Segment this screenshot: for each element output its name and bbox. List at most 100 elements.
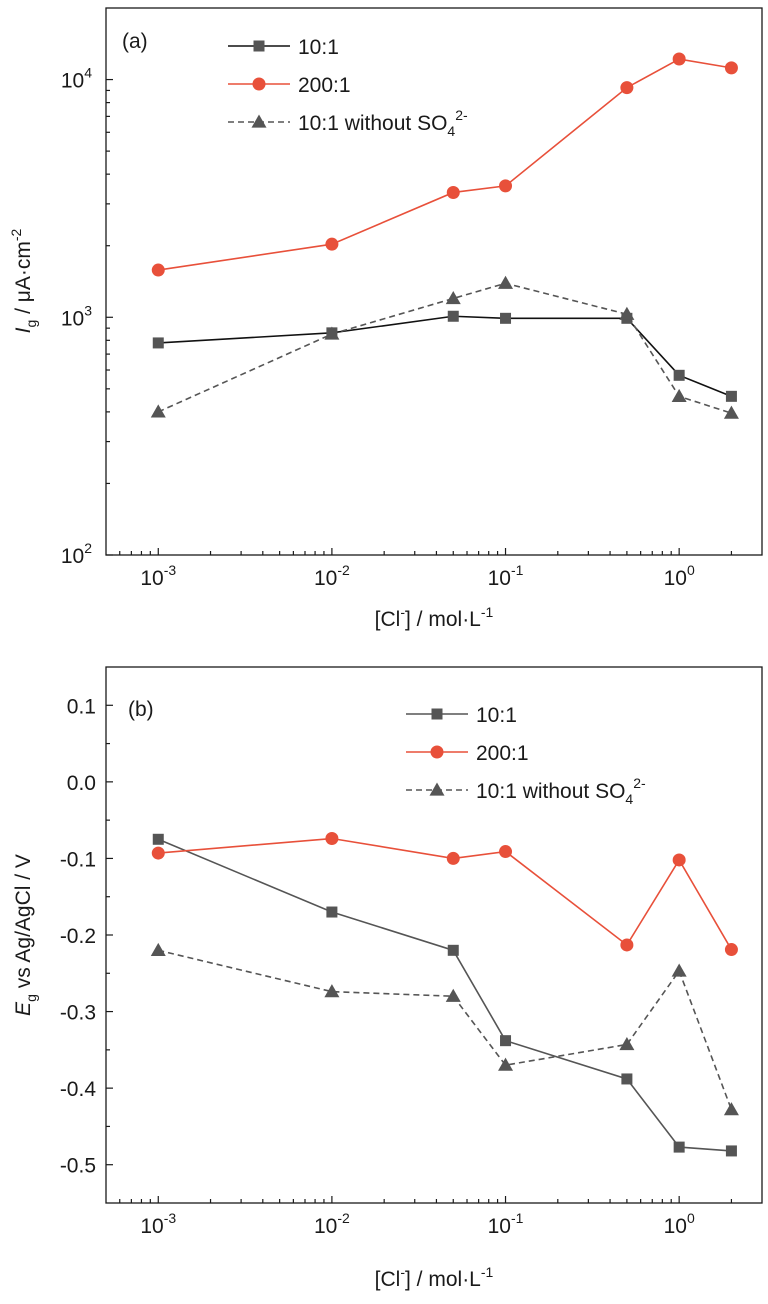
data-point-triangle: [723, 1102, 739, 1116]
data-point-triangle: [671, 388, 687, 402]
data-point-circle: [325, 832, 339, 846]
data-point-square: [621, 1073, 633, 1085]
y-tick-label: 102: [61, 540, 92, 568]
data-point-square: [673, 369, 685, 381]
x-tick-label: 10-1: [488, 562, 524, 590]
panel-label: (b): [128, 698, 154, 721]
data-point-triangle: [445, 988, 461, 1002]
data-point-square: [500, 312, 512, 324]
x-tick-label: 100: [664, 562, 695, 590]
series-ratio-10-1-without-so4: [150, 275, 739, 419]
legend-label: 10:1 without SO42-: [476, 775, 646, 807]
data-point-circle: [325, 237, 339, 251]
data-point-circle: [446, 185, 460, 199]
legend: 10:1 200:1 10:1 without SO42-: [406, 704, 646, 807]
data-point-triangle: [445, 290, 461, 305]
x-tick-label: 10-3: [140, 1210, 176, 1238]
chart-panel-a: 10-3 10-2 10-1 100 102 103 104 [Cl-] / mol·L-1 I…: [8, 7, 763, 631]
data-point-square: [253, 40, 265, 52]
legend-item: 10:1 without SO42-: [406, 775, 646, 807]
x-tick-label: 10-2: [314, 1210, 350, 1238]
data-point-triangle: [619, 1036, 635, 1051]
series-line: [158, 949, 733, 1110]
data-point-circle: [724, 943, 738, 957]
data-point-square: [673, 1141, 685, 1153]
data-point-triangle: [498, 275, 514, 289]
data-point-square: [447, 310, 459, 322]
series-ratio-10-1-without-so4: [150, 942, 739, 1116]
data-point-square: [447, 944, 459, 956]
data-point-triangle: [429, 782, 445, 796]
data-point-triangle: [324, 326, 340, 340]
data-point-circle: [151, 263, 165, 277]
data-point-triangle: [671, 963, 687, 977]
data-point-circle: [446, 851, 460, 865]
plot-frame: [105, 7, 763, 556]
data-point-circle: [724, 61, 738, 75]
x-tick-label: 10-2: [314, 562, 350, 590]
data-point-triangle: [251, 114, 267, 128]
data-point-circle: [672, 853, 686, 867]
y-axis-title: Eg vs Ag/AgCl / V: [12, 854, 39, 1016]
data-point-circle: [499, 179, 513, 193]
y-axis-title: Ig / μA·cm-2: [8, 228, 39, 333]
y-tick-label: 0.1: [67, 695, 96, 718]
y-tick-label: 103: [61, 302, 92, 330]
legend-label: 200:1: [298, 74, 351, 97]
series-ratio-10-1: [152, 833, 737, 1157]
data-point-circle: [672, 52, 686, 66]
data-point-triangle: [723, 405, 739, 419]
data-point-circle: [430, 745, 444, 759]
x-axis: 10-3 10-2 10-1 100: [119, 1196, 733, 1238]
data-point-square: [152, 337, 164, 349]
legend-label: 10:1 without SO42-: [298, 107, 468, 139]
series-line: [158, 315, 732, 398]
y-tick-label: -0.4: [60, 1078, 97, 1101]
legend: 10:1 200:1 10:1 without SO42-: [228, 36, 468, 139]
data-point-triangle: [150, 942, 166, 956]
data-point-circle: [151, 846, 165, 860]
data-point-triangle: [324, 984, 340, 998]
legend-item: 10:1 without SO42-: [228, 107, 468, 139]
x-tick-label: 100: [664, 1210, 695, 1238]
series-line: [158, 58, 732, 271]
series-ratio-10-1: [152, 310, 737, 402]
data-point-square: [500, 1035, 512, 1047]
legend-label: 10:1: [298, 36, 339, 59]
y-tick-label: -0.2: [60, 925, 96, 948]
y-tick-label: -0.5: [60, 1155, 96, 1178]
x-tick-label: 10-1: [488, 1210, 524, 1238]
legend-item: 10:1: [406, 704, 517, 727]
legend-label: 10:1: [476, 704, 517, 727]
data-point-triangle: [150, 404, 166, 418]
data-point-circle: [252, 77, 266, 91]
data-point-circle: [620, 81, 634, 95]
legend-item: 200:1: [406, 742, 529, 765]
series-line: [158, 837, 733, 950]
y-tick-label: 104: [61, 65, 92, 93]
y-axis: 102 103 104: [61, 65, 113, 568]
series-ratio-200-1: [151, 52, 738, 277]
y-tick-label: 0.0: [67, 772, 96, 795]
data-point-square: [431, 708, 443, 720]
x-axis-title: [Cl-] / mol·L-1: [375, 1264, 494, 1291]
data-point-circle: [499, 845, 513, 859]
x-axis: 10-3 10-2 10-1 100: [119, 548, 733, 590]
series-line: [157, 282, 732, 414]
x-tick-label: 10-3: [140, 562, 176, 590]
data-point-circle: [620, 938, 634, 952]
data-point-triangle: [619, 306, 635, 320]
y-tick-label: -0.3: [60, 1002, 96, 1025]
y-tick-label: -0.1: [60, 848, 96, 871]
legend-label: 200:1: [476, 742, 529, 765]
x-axis-title: [Cl-] / mol·L-1: [375, 604, 494, 631]
data-point-square: [725, 390, 737, 402]
data-point-square: [326, 906, 338, 918]
chart-panel-b: 10-3 10-2 10-1 100 0.1 0.0 -0.1 -0.2 -0.3 -0.4 -0.…: [12, 666, 763, 1291]
data-point-square: [725, 1145, 737, 1157]
legend-item: 200:1: [228, 74, 351, 97]
panel-label: (a): [122, 30, 148, 53]
legend-item: 10:1: [228, 36, 339, 59]
series-ratio-200-1: [151, 832, 738, 957]
